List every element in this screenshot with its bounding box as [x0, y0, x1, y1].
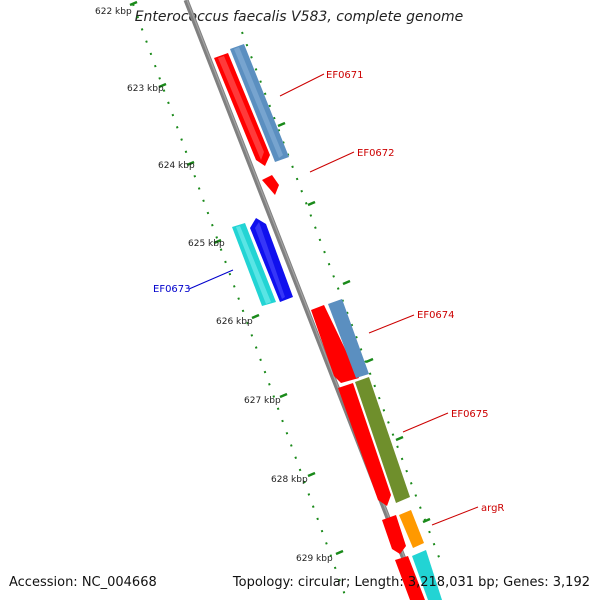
- kbp-label-629: 629 kbp: [296, 554, 333, 564]
- kbp-label-628: 628 kbp: [271, 475, 308, 485]
- kbp-label-626: 626 kbp: [216, 317, 253, 327]
- kbp-label-627: 627 kbp: [244, 396, 281, 406]
- gene-EF0674[interactable]: [311, 299, 369, 383]
- genome-backbone: [183, 0, 423, 600]
- gene-label-argR[interactable]: argR: [481, 503, 504, 514]
- accession-text: Accession: NC_004668: [9, 575, 157, 590]
- ruler-left: [132, 3, 347, 599]
- gene-EF0672[interactable]: [262, 175, 279, 195]
- topology-text: Topology: circular; Length: 3,218,031 bp…: [232, 575, 590, 590]
- gene-label-EF0673[interactable]: EF0673: [153, 284, 191, 295]
- gene-argR[interactable]: [382, 510, 424, 554]
- kbp-label-625: 625 kbp: [188, 239, 225, 249]
- gene-EF0675[interactable]: [338, 377, 410, 506]
- gene-label-EF0675[interactable]: EF0675: [451, 409, 489, 420]
- gene-label-EF0671[interactable]: EF0671: [326, 70, 364, 81]
- kbp-label-622: 622 kbp: [95, 7, 132, 17]
- gene-EF0673[interactable]: [232, 218, 293, 306]
- kbp-label-624: 624 kbp: [158, 161, 195, 171]
- gene-next[interactable]: [395, 550, 442, 600]
- gene-label-EF0672[interactable]: EF0672: [357, 148, 395, 159]
- ruler-ticks: [129, 0, 431, 556]
- genome-title: Enterococcus faecalis V583, complete gen…: [134, 9, 464, 25]
- gene-EF0671[interactable]: [214, 44, 289, 166]
- kbp-label-623: 623 kbp: [127, 84, 164, 94]
- ruler-right: [241, 31, 441, 561]
- gene-label-EF0674[interactable]: EF0674: [417, 310, 455, 321]
